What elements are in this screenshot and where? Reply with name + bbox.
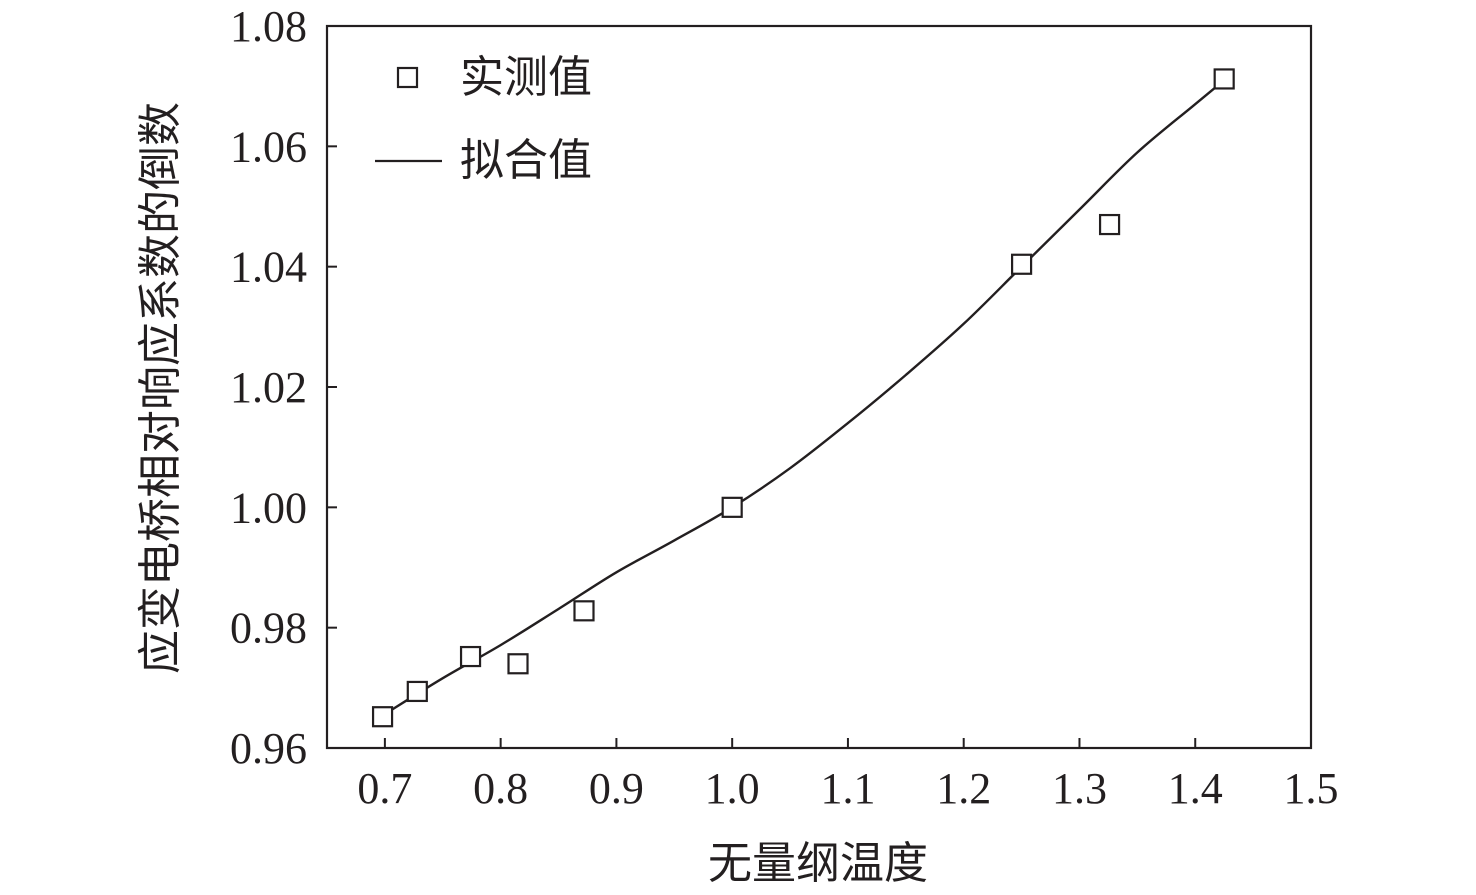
x-tick-label: 0.7 (357, 764, 412, 813)
x-tick-label: 1.2 (936, 764, 991, 813)
x-tick-label: 1.4 (1168, 764, 1223, 813)
x-tick-label: 0.9 (589, 764, 644, 813)
y-tick-label: 1.06 (230, 122, 307, 171)
y-axis-label: 应变电桥相对响应系数的倒数 (135, 102, 186, 674)
measured-point (1213, 68, 1235, 90)
measured-point (721, 496, 743, 518)
legend-label-measured: 实测值 (460, 52, 592, 103)
y-tick-label: 1.04 (230, 243, 307, 292)
legend-label-fitted: 拟合值 (460, 135, 592, 186)
y-tick-label: 1.00 (230, 483, 307, 532)
legend: 实测值 拟合值 (375, 52, 592, 186)
measured-point (459, 645, 482, 668)
measured-point (573, 600, 595, 622)
x-tick-label: 0.8 (473, 764, 528, 813)
tick-layer: 0.7 0.8 0.9 1.0 1.1 1.2 1.3 1.4 1.5 0.96 0.98 1.00 1… (230, 2, 1339, 813)
x-tick-label: 1.1 (820, 764, 875, 813)
measured-point (1098, 213, 1121, 236)
measured-point (371, 706, 394, 728)
x-tick-label: 1.0 (705, 764, 760, 813)
measured-point (507, 653, 529, 675)
y-tick-label: 1.08 (230, 2, 307, 51)
x-tick-label: 1.5 (1284, 764, 1339, 813)
fitted-curve (381, 79, 1225, 717)
y-tick-label: 0.96 (230, 724, 307, 773)
y-tick-label: 0.98 (230, 604, 307, 653)
legend-marker-measured (396, 66, 419, 89)
measured-point (406, 680, 428, 703)
x-axis-label: 无量纲温度 (708, 838, 928, 889)
y-tick-label: 1.02 (230, 363, 307, 412)
x-tick-label: 1.3 (1052, 764, 1107, 813)
series-layer (371, 68, 1235, 728)
measured-point (1010, 253, 1033, 275)
